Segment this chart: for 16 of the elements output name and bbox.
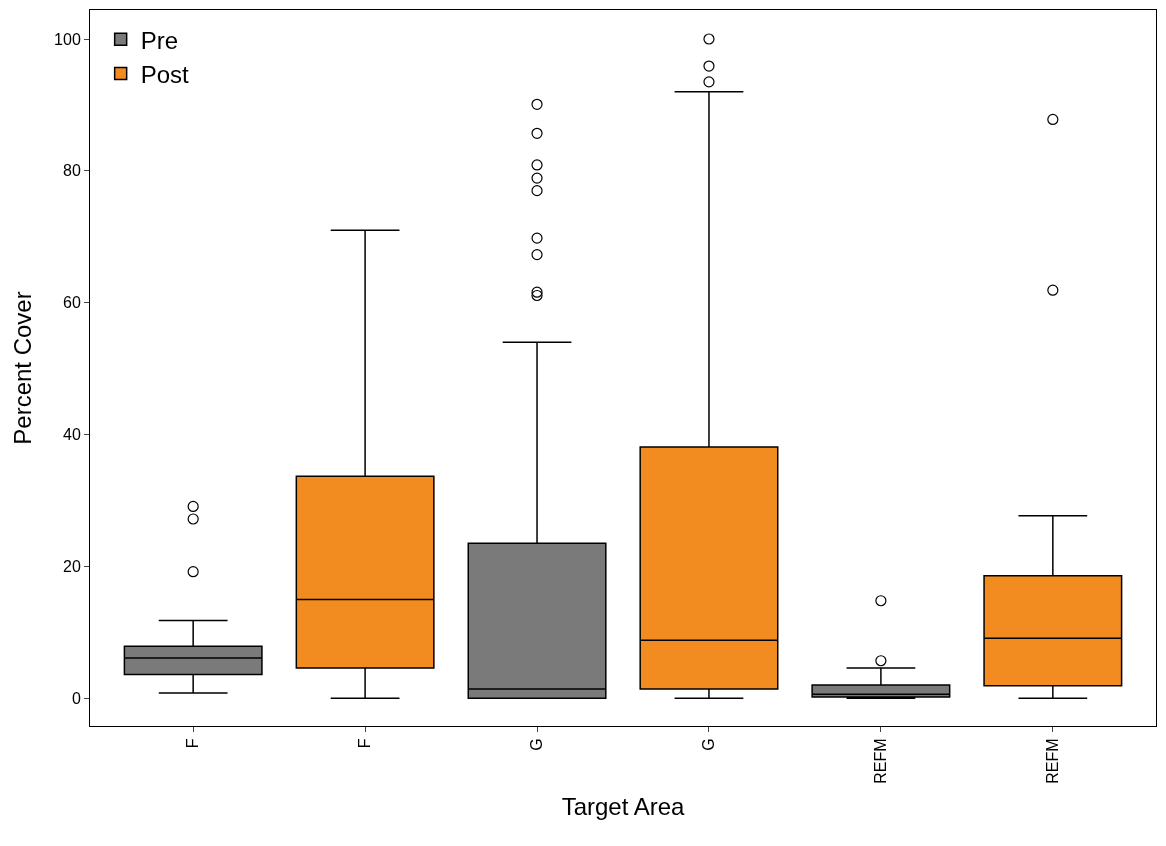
legend-label: Pre xyxy=(140,26,179,54)
y-tick-label: 40 xyxy=(63,426,81,444)
x-axis-title: Target Area xyxy=(561,793,686,821)
x-tick-label: F xyxy=(356,738,374,749)
y-axis-title: Percent Cover xyxy=(9,291,37,445)
legend-label: Post xyxy=(140,60,190,88)
y-tick-label: 80 xyxy=(63,162,81,180)
y-tick-label: 60 xyxy=(63,294,81,312)
y-tick-label: 0 xyxy=(71,689,81,707)
x-tick-label: G xyxy=(528,738,546,751)
x-tick-label: REFM xyxy=(872,738,890,784)
y-tick-label: 20 xyxy=(63,558,81,576)
x-tick-label: G xyxy=(700,738,718,751)
x-tick-label: F xyxy=(184,738,202,749)
x-tick-label: REFM xyxy=(1044,738,1062,784)
y-tick-label: 100 xyxy=(54,30,81,48)
